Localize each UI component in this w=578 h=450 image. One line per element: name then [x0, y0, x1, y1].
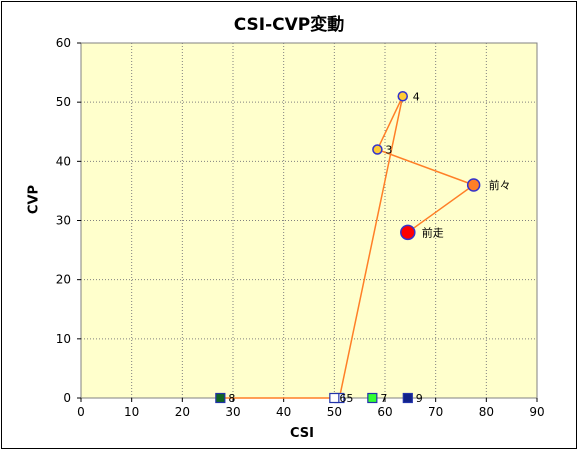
x-tick-label: 60 — [377, 405, 392, 419]
x-tick-label: 70 — [428, 405, 443, 419]
x-tick-label: 50 — [327, 405, 342, 419]
data-point-前々 — [466, 178, 481, 192]
data-label-7: 7 — [380, 392, 387, 405]
series-line — [220, 95, 476, 399]
y-tick-label: 50 — [56, 95, 71, 109]
x-tick-label: 10 — [124, 405, 139, 419]
x-tick-label: 80 — [479, 405, 494, 419]
data-label-前々: 前々 — [489, 178, 511, 192]
data-point-前走 — [400, 224, 416, 241]
x-axis-label: CSI — [290, 426, 314, 441]
x-tick-label: 30 — [225, 405, 240, 419]
data-point-8 — [215, 392, 226, 404]
tick-labels: 0 10 20 30 40 50 60 70 80 90 0 10 20 30 40 50 60 — [56, 36, 545, 419]
data-label-8: 8 — [228, 392, 235, 405]
x-tick-label: 90 — [529, 405, 544, 419]
y-tick-label: 0 — [63, 391, 71, 405]
data-label-6: 6 — [339, 392, 346, 405]
data-label-4: 4 — [413, 90, 420, 103]
y-tick-label: 20 — [56, 273, 71, 287]
data-label-3: 3 — [385, 144, 392, 157]
data-point-4 — [397, 91, 408, 102]
data-point-3 — [372, 144, 383, 155]
x-tick-label: 20 — [175, 405, 190, 419]
data-point-6 — [329, 392, 340, 404]
grid-lines — [77, 42, 538, 402]
y-tick-label: 10 — [56, 332, 71, 346]
chart-title: CSI-CVP変動 — [233, 15, 345, 35]
y-tick-label: 40 — [56, 154, 71, 168]
data-points: 前走 前々 3 4 56 7 8 9 — [215, 90, 511, 405]
x-tick-label: 0 — [77, 405, 85, 419]
data-point-7 — [367, 392, 378, 404]
y-tick-label: 60 — [56, 36, 71, 50]
data-label-9: 9 — [416, 392, 423, 405]
y-tick-label: 30 — [56, 214, 71, 228]
data-label-5: 5 — [346, 392, 353, 405]
data-label-前走: 前走 — [422, 225, 444, 239]
data-point-9 — [402, 392, 413, 404]
x-tick-label: 40 — [276, 405, 291, 419]
